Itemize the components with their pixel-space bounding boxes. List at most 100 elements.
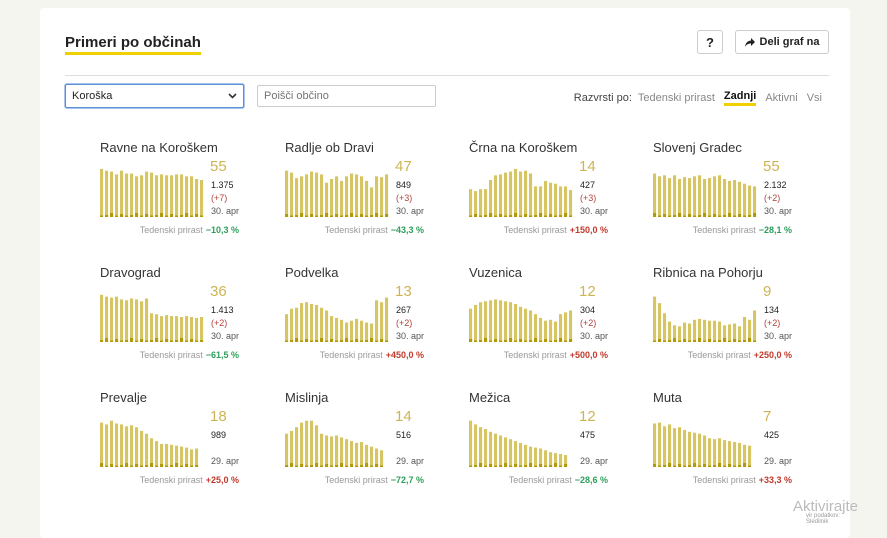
sparkline-bar-new	[733, 465, 737, 467]
total-cases: 304	[580, 305, 596, 315]
daily-delta: (+3)	[580, 193, 597, 203]
share-button[interactable]: Deli graf na	[735, 30, 829, 54]
sparkline-bar-new	[748, 338, 752, 342]
municipality-name: Mežica	[469, 390, 511, 405]
sparkline-bar-new	[330, 339, 334, 342]
sparkline-bar	[200, 180, 204, 217]
help-button[interactable]: ?	[697, 30, 723, 54]
sparkline-bar-new	[474, 465, 478, 467]
sort-option-latest[interactable]: Zadnji	[723, 90, 757, 106]
sparkline-bar-new	[300, 213, 304, 217]
sparkline-bar	[479, 302, 483, 342]
sparkline-bar	[544, 180, 548, 217]
sparkline-bar	[180, 317, 184, 342]
sparkline-bar	[653, 296, 657, 342]
sparkline-bar	[150, 172, 154, 217]
sparkline-bar	[489, 180, 493, 217]
sparkline-bar	[564, 186, 568, 217]
daily-delta: (+2)	[764, 193, 781, 203]
sparkline-bar	[160, 174, 164, 217]
sparkline-bar-new	[713, 214, 717, 217]
weekly-growth: Tedenski prirast +450,0 %	[320, 350, 424, 360]
municipality-card[interactable]: Podvelka 13 267 (+2) 30. apr Tedenski prirast…	[285, 265, 445, 375]
total-cases: 1.413	[211, 305, 234, 315]
total-cases: 2.132	[764, 180, 787, 190]
sort-option-active[interactable]: Aktivni	[765, 92, 798, 104]
sparkline-bar-new	[365, 463, 369, 467]
sparkline-bar	[534, 186, 538, 217]
active-cases: 9	[763, 283, 772, 300]
municipality-card[interactable]: Vuzenica 12 304 (+2) 30. apr Tedenski prirast…	[469, 265, 629, 375]
sparkline-bar-new	[673, 465, 677, 467]
municipality-card[interactable]: Ravne na Koroškem 55 1.375 (+7) 30. apr Teden…	[100, 140, 260, 250]
sparkline-bar-new	[145, 465, 149, 467]
sparkline-bar-new	[723, 338, 727, 342]
sparkline-bar	[370, 323, 374, 342]
municipality-card[interactable]: Muta 7 425 29. apr Tedenski prirast +33,3 %	[653, 390, 813, 500]
sparkline-bar	[385, 174, 389, 217]
sparkline-bar	[165, 443, 169, 467]
region-select[interactable]: Koroška	[65, 84, 244, 108]
active-cases: 18	[210, 408, 227, 425]
weekly-growth: Tedenski prirast +33,3 %	[693, 475, 792, 485]
divider	[65, 75, 829, 76]
search-input[interactable]	[257, 85, 436, 107]
sparkline-bar-new	[325, 340, 329, 342]
sparkline-bar	[115, 423, 119, 467]
sparkline-bar	[658, 303, 662, 342]
sparkline-bar-new	[539, 213, 543, 217]
sparkline-bar-new	[569, 215, 573, 217]
sort-option-weekly[interactable]: Tedenski prirast	[637, 92, 715, 104]
sparkline-bar-new	[544, 465, 548, 467]
sparkline-bar	[180, 174, 184, 217]
municipality-card[interactable]: Mislinja 14 516 29. apr Tedenski prirast −72,…	[285, 390, 445, 500]
sparkline-bar-new	[180, 465, 184, 467]
sparkline-bar-new	[145, 214, 149, 217]
sparkline-bar-new	[180, 338, 184, 342]
active-cases: 14	[395, 408, 412, 425]
sparkline-bar-new	[693, 463, 697, 467]
sparkline-bar	[534, 447, 538, 467]
municipality-card[interactable]: Ribnica na Pohorju 9 134 (+2) 30. apr Tedensk…	[653, 265, 813, 375]
sparkline-bar-new	[350, 340, 354, 342]
sparkline-bar-new	[519, 215, 523, 217]
weekly-growth-label: Tedenski prirast	[692, 225, 756, 235]
sparkline-bar-new	[728, 464, 732, 467]
last-date: 30. apr	[211, 206, 240, 216]
sparkline-bar	[504, 172, 508, 217]
sparkline-bar-new	[673, 338, 677, 342]
sparkline-bar-new	[295, 215, 299, 217]
sparkline-bar-new	[668, 215, 672, 217]
sparkline-bar-new	[370, 465, 374, 467]
municipality-card[interactable]: Dravograd 36 1.413 (+2) 30. apr Tedenski prir…	[100, 265, 260, 375]
sparkline-bar	[340, 319, 344, 342]
sparkline-bar	[300, 422, 304, 467]
sparkline-bar-new	[708, 465, 712, 467]
sparkline-bar	[544, 450, 548, 467]
sparkline-bar-new	[544, 339, 548, 342]
sort-option-all[interactable]: Vsi	[806, 92, 822, 104]
municipality-name: Vuzenica	[469, 265, 522, 280]
share-button-label: Deli graf na	[759, 36, 820, 48]
sparkline-bar-new	[345, 465, 349, 467]
sparkline-bar	[713, 176, 717, 217]
sparkline-bar-new	[539, 340, 543, 342]
municipality-card[interactable]: Slovenj Gradec 55 2.132 (+2) 30. apr Tedenski…	[653, 140, 813, 250]
sparkline-bar	[688, 431, 692, 467]
sparkline-bar	[145, 433, 149, 467]
municipality-card[interactable]: Prevalje 18 989 29. apr Tedenski prirast +25,…	[100, 390, 260, 500]
sparkline-bar-new	[504, 463, 508, 467]
weekly-growth: Tedenski prirast −43,3 %	[325, 225, 424, 235]
municipality-card[interactable]: Črna na Koroškem 14 427 (+3) 30. apr Tedenski…	[469, 140, 629, 250]
sparkline-bar-new	[524, 340, 528, 342]
sparkline-bar-new	[509, 338, 513, 342]
share-arrow-icon	[744, 37, 755, 47]
daily-delta: (+2)	[764, 318, 781, 328]
sparkline-chart	[469, 299, 573, 342]
municipality-card[interactable]: Radlje ob Dravi 47 849 (+3) 30. apr Tedenski …	[285, 140, 445, 250]
sparkline-bar	[135, 299, 139, 342]
municipality-card[interactable]: Mežica 12 475 29. apr Tedenski prirast −28,6 …	[469, 390, 629, 500]
sparkline-bar	[105, 170, 109, 217]
sparkline-bar-new	[135, 213, 139, 217]
municipality-name: Radlje ob Dravi	[285, 140, 374, 155]
